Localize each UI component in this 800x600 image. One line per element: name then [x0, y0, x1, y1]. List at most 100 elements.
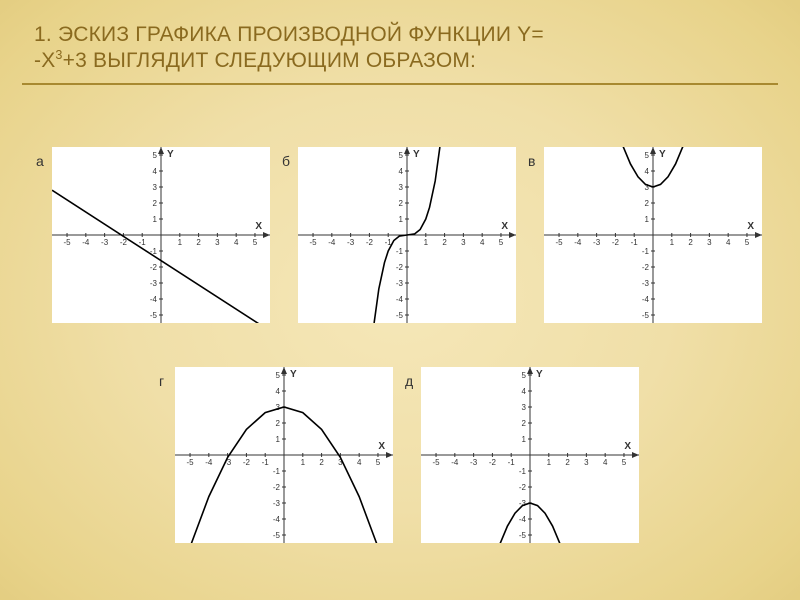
svg-text:1: 1 [178, 238, 183, 247]
svg-text:4: 4 [234, 238, 239, 247]
svg-text:2: 2 [153, 199, 158, 208]
svg-text:-1: -1 [396, 247, 404, 256]
svg-text:-3: -3 [593, 238, 601, 247]
svg-text:3: 3 [584, 458, 589, 467]
svg-text:-4: -4 [396, 295, 404, 304]
svg-text:X: X [624, 441, 631, 452]
chart-label-d: д [405, 373, 413, 389]
svg-text:2: 2 [399, 199, 404, 208]
svg-text:-5: -5 [642, 311, 650, 320]
svg-text:4: 4 [480, 238, 485, 247]
chart-a: -5-4-3-2-112345-5-4-3-2-112345XY [52, 147, 270, 323]
svg-text:2: 2 [688, 238, 693, 247]
svg-text:5: 5 [153, 151, 158, 160]
svg-text:1: 1 [276, 435, 281, 444]
svg-text:-2: -2 [273, 483, 281, 492]
svg-text:-4: -4 [328, 238, 336, 247]
svg-text:4: 4 [645, 167, 650, 176]
svg-text:-1: -1 [642, 247, 650, 256]
svg-text:-4: -4 [273, 515, 281, 524]
svg-text:-2: -2 [612, 238, 620, 247]
chart-label-g: г [159, 373, 164, 389]
svg-text:5: 5 [499, 238, 504, 247]
title-sup: 3 [55, 48, 62, 62]
svg-text:3: 3 [707, 238, 712, 247]
svg-text:4: 4 [726, 238, 731, 247]
svg-text:1: 1 [547, 458, 552, 467]
svg-text:2: 2 [196, 238, 201, 247]
title-line2-prefix: -X [34, 49, 55, 72]
svg-text:-5: -5 [396, 311, 404, 320]
title-line1: 1. ЭСКИЗ ГРАФИКА ПРОИЗВОДНОЙ ФУНКЦИИ Y= [34, 23, 544, 46]
svg-text:-1: -1 [273, 467, 281, 476]
svg-text:-2: -2 [120, 238, 128, 247]
svg-text:-3: -3 [396, 279, 404, 288]
svg-text:4: 4 [603, 458, 608, 467]
chart-v: -5-4-3-2-112345-5-4-3-2-112345XY [544, 147, 762, 323]
svg-text:-1: -1 [631, 238, 639, 247]
chart-cell-g: г-5-4-3-2-112345-5-4-3-2-112345XY [175, 367, 393, 543]
svg-text:-3: -3 [150, 279, 158, 288]
svg-text:4: 4 [153, 167, 158, 176]
svg-text:1: 1 [424, 238, 429, 247]
svg-text:-4: -4 [519, 515, 527, 524]
chart-cell-d: д-5-4-3-2-112345-5-4-3-2-112345XY [421, 367, 639, 543]
svg-text:-5: -5 [186, 458, 194, 467]
svg-text:X: X [378, 441, 385, 452]
svg-text:-2: -2 [366, 238, 374, 247]
svg-text:-2: -2 [243, 458, 251, 467]
svg-text:X: X [501, 221, 508, 232]
svg-text:-4: -4 [205, 458, 213, 467]
svg-text:-1: -1 [508, 458, 516, 467]
svg-text:5: 5 [522, 371, 527, 380]
svg-text:Y: Y [659, 149, 666, 160]
svg-text:4: 4 [276, 387, 281, 396]
chart-b: -5-4-3-2-112345-5-4-3-2-112345XY [298, 147, 516, 323]
svg-text:-2: -2 [150, 263, 158, 272]
svg-text:2: 2 [442, 238, 447, 247]
svg-text:Y: Y [167, 149, 174, 160]
svg-text:-3: -3 [101, 238, 109, 247]
svg-text:5: 5 [276, 371, 281, 380]
chart-label-b: б [282, 153, 290, 169]
svg-text:5: 5 [253, 238, 258, 247]
title-line2-suffix: +3 ВЫГЛЯДИТ СЛЕДУЮЩИМ ОБРАЗОМ: [63, 49, 476, 72]
svg-text:-2: -2 [642, 263, 650, 272]
page-title: 1. ЭСКИЗ ГРАФИКА ПРОИЗВОДНОЙ ФУНКЦИИ Y= … [34, 22, 766, 75]
svg-text:-4: -4 [451, 458, 459, 467]
svg-text:-2: -2 [396, 263, 404, 272]
svg-text:-1: -1 [139, 238, 147, 247]
chart-label-a: а [36, 153, 44, 169]
svg-text:2: 2 [319, 458, 324, 467]
svg-text:-4: -4 [150, 295, 158, 304]
svg-text:3: 3 [522, 403, 527, 412]
svg-text:1: 1 [522, 435, 527, 444]
svg-text:2: 2 [276, 419, 281, 428]
chart-grid: а -5 -4 -3 -2 -1 1 2 3 4 5 -5 -4 -3 -2 -1 1 2 3 4 5 X Yб -5 -4 -3… [0, 85, 800, 585]
svg-text:-2: -2 [519, 483, 527, 492]
svg-text:1: 1 [301, 458, 306, 467]
svg-text:2: 2 [522, 419, 527, 428]
svg-text:-4: -4 [82, 238, 90, 247]
svg-text:1: 1 [645, 215, 650, 224]
svg-text:-5: -5 [309, 238, 317, 247]
svg-text:Y: Y [413, 149, 420, 160]
svg-text:2: 2 [565, 458, 570, 467]
svg-text:5: 5 [376, 458, 381, 467]
svg-text:-5: -5 [273, 531, 281, 540]
svg-text:3: 3 [153, 183, 158, 192]
svg-text:-5: -5 [519, 531, 527, 540]
svg-text:1: 1 [670, 238, 675, 247]
chart-label-v: в [528, 153, 535, 169]
chart-g: -5-4-3-2-112345-5-4-3-2-112345XY [175, 367, 393, 543]
svg-text:3: 3 [399, 183, 404, 192]
svg-text:Y: Y [536, 369, 543, 380]
svg-text:1: 1 [399, 215, 404, 224]
svg-text:-5: -5 [63, 238, 71, 247]
svg-text:-5: -5 [555, 238, 563, 247]
svg-text:-1: -1 [262, 458, 270, 467]
svg-text:-4: -4 [642, 295, 650, 304]
header: 1. ЭСКИЗ ГРАФИКА ПРОИЗВОДНОЙ ФУНКЦИИ Y= … [0, 0, 800, 75]
svg-text:-4: -4 [574, 238, 582, 247]
svg-text:-3: -3 [642, 279, 650, 288]
